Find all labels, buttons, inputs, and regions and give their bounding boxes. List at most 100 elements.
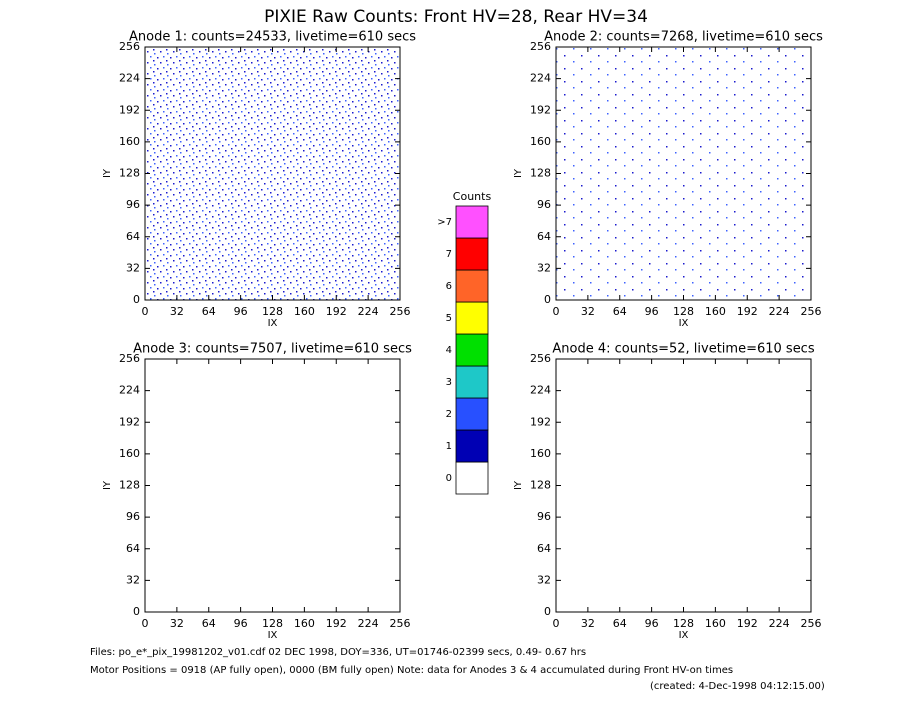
y-tick-label: 224 — [530, 72, 551, 85]
y-tick-label: 256 — [119, 352, 140, 365]
y-tick-label: 160 — [119, 447, 140, 460]
plot-frame — [555, 358, 812, 613]
x-tick-label: 192 — [737, 617, 758, 630]
y-tick-label: 128 — [530, 167, 551, 180]
y-tick-label: 256 — [530, 40, 551, 53]
x-tick-label: 64 — [613, 617, 627, 630]
color-cell — [455, 365, 489, 399]
y-tick-label: 192 — [119, 103, 140, 116]
y-tick-label: 192 — [530, 415, 551, 428]
y-tick-label: 192 — [530, 103, 551, 116]
panel-title: Anode 2: counts=7268, livetime=610 secs — [544, 30, 823, 45]
y-tick-label: 32 — [126, 261, 140, 274]
x-tick-label: 64 — [202, 617, 216, 630]
y-tick-label: 96 — [537, 510, 551, 523]
y-tick-label: 224 — [119, 72, 140, 85]
color-cell — [455, 301, 489, 335]
x-axis-label: IX — [679, 318, 689, 329]
y-tick-label: 256 — [119, 40, 140, 53]
colorbar-label: 0 — [446, 473, 452, 484]
color-cell — [455, 397, 489, 431]
x-tick-label: 160 — [294, 305, 315, 318]
y-axis-label: IY — [102, 480, 113, 490]
y-tick-label: 96 — [126, 510, 140, 523]
x-tick-label: 224 — [769, 617, 790, 630]
y-tick-label: 128 — [119, 479, 140, 492]
y-tick-label: 64 — [537, 230, 551, 243]
color-cell — [455, 429, 489, 463]
colorbar-label: 6 — [446, 281, 452, 292]
y-tick-label: 128 — [119, 167, 140, 180]
y-tick-label: 0 — [544, 605, 551, 618]
x-tick-label: 0 — [142, 617, 149, 630]
x-tick-label: 224 — [358, 305, 379, 318]
y-tick-label: 224 — [530, 384, 551, 397]
y-axis-label: IY — [513, 480, 524, 490]
image-texture — [556, 47, 811, 300]
x-tick-label: 32 — [170, 617, 184, 630]
y-tick-label: 96 — [537, 198, 551, 211]
plot-frame — [144, 358, 401, 613]
y-tick-label: 96 — [126, 198, 140, 211]
colorbar-label: 4 — [446, 345, 452, 356]
y-tick-label: 32 — [537, 261, 551, 274]
x-tick-label: 96 — [234, 305, 248, 318]
y-tick-label: 224 — [119, 384, 140, 397]
x-tick-label: 160 — [705, 305, 726, 318]
x-tick-label: 128 — [673, 305, 694, 318]
color-cell — [455, 333, 489, 367]
x-tick-label: 192 — [326, 617, 347, 630]
y-tick-label: 32 — [126, 573, 140, 586]
color-cell — [455, 461, 489, 495]
y-tick-label: 160 — [530, 447, 551, 460]
y-tick-label: 0 — [133, 605, 140, 618]
y-tick-label: 0 — [133, 293, 140, 306]
x-tick-label: 128 — [673, 617, 694, 630]
x-tick-label: 256 — [390, 617, 411, 630]
colorbar-label: 5 — [446, 313, 452, 324]
y-tick-label: 64 — [126, 230, 140, 243]
figure-title: PIXIE Raw Counts: Front HV=28, Rear HV=3… — [264, 7, 648, 27]
colorbar-label: 2 — [446, 409, 452, 420]
y-axis-label: IY — [513, 168, 524, 178]
x-tick-label: 32 — [170, 305, 184, 318]
colorbar-label: 1 — [446, 441, 452, 452]
y-tick-label: 160 — [530, 135, 551, 148]
colorbar-label: >7 — [437, 217, 452, 228]
x-tick-label: 160 — [705, 617, 726, 630]
color-cell — [455, 269, 489, 303]
x-tick-label: 128 — [262, 617, 283, 630]
color-cell — [455, 205, 489, 239]
x-tick-label: 96 — [645, 617, 659, 630]
x-axis-label: IX — [268, 630, 278, 641]
y-tick-label: 192 — [119, 415, 140, 428]
x-tick-label: 192 — [737, 305, 758, 318]
x-tick-label: 128 — [262, 305, 283, 318]
colorbar-title: Counts — [453, 190, 492, 203]
y-tick-label: 128 — [530, 479, 551, 492]
y-tick-label: 64 — [126, 542, 140, 555]
x-tick-label: 96 — [234, 617, 248, 630]
x-axis-label: IX — [268, 318, 278, 329]
panel-title: Anode 4: counts=52, livetime=610 secs — [552, 342, 814, 357]
y-axis-label: IY — [102, 168, 113, 178]
footer-motor: Motor Positions = 0918 (AP fully open), … — [90, 665, 733, 676]
x-tick-label: 0 — [553, 305, 560, 318]
x-tick-label: 256 — [801, 617, 822, 630]
x-tick-label: 64 — [202, 305, 216, 318]
x-tick-label: 256 — [801, 305, 822, 318]
footer-created: (created: 4-Dec-1998 04:12:15.00) — [650, 681, 825, 692]
x-axis-label: IX — [679, 630, 689, 641]
colorbar-label: 7 — [446, 249, 452, 260]
y-tick-label: 64 — [537, 542, 551, 555]
y-tick-label: 32 — [537, 573, 551, 586]
x-tick-label: 192 — [326, 305, 347, 318]
x-tick-label: 32 — [581, 305, 595, 318]
x-tick-label: 224 — [358, 617, 379, 630]
y-tick-label: 0 — [544, 293, 551, 306]
colorbar-label: 3 — [446, 377, 452, 388]
y-tick-label: 160 — [119, 135, 140, 148]
x-tick-label: 96 — [645, 305, 659, 318]
x-tick-label: 0 — [142, 305, 149, 318]
